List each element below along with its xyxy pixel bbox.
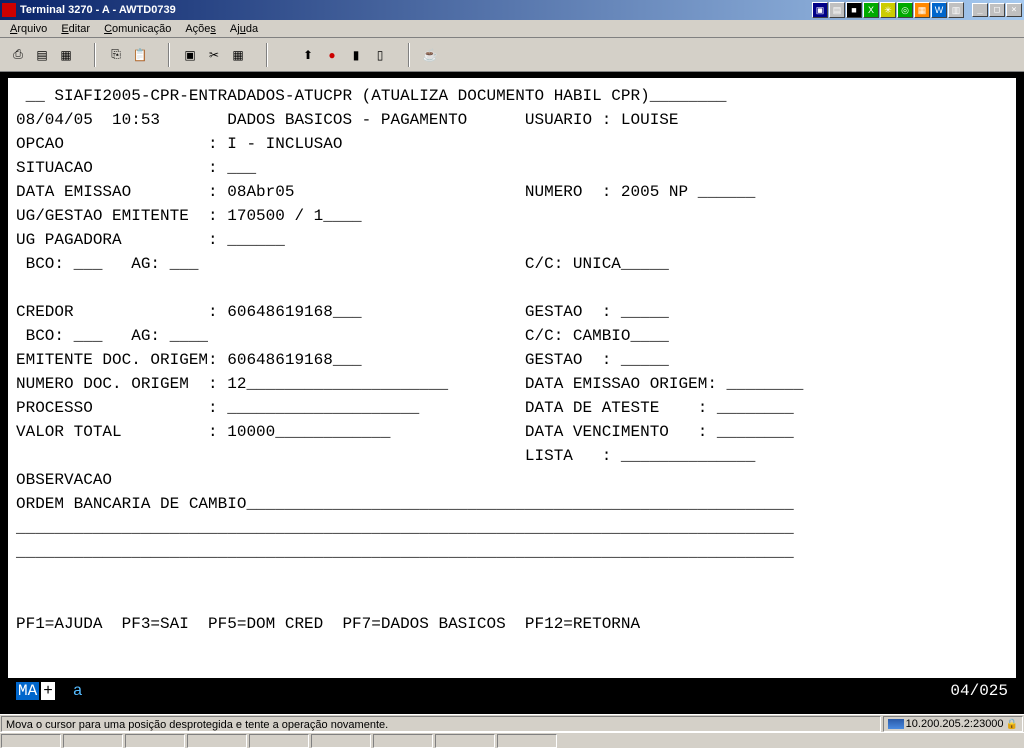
cursor-position: 04/025 [950, 682, 1008, 700]
window-title: Terminal 3270 - A - AWTD0739 [20, 4, 812, 16]
close-button[interactable]: × [1006, 3, 1022, 17]
task-button[interactable] [373, 734, 433, 748]
menu-editar[interactable]: Editar [55, 22, 96, 36]
oia-a: a [73, 682, 83, 700]
connection-status: 10.200.205.2:23000 🔒 [883, 716, 1023, 732]
status-message: Mova o cursor para uma posição desproteg… [1, 716, 881, 732]
task-button[interactable] [187, 734, 247, 748]
task-button[interactable] [311, 734, 371, 748]
tray-icon[interactable]: ▤ [829, 2, 845, 18]
terminal-frame: __ SIAFI2005-CPR-ENTRADADOS-ATUCPR (ATUA… [0, 72, 1024, 714]
tray-icon[interactable]: ▥ [948, 2, 964, 18]
menu-comunicacao[interactable]: Comunicação [98, 22, 177, 36]
toolbar: ⎙ ▤ ▦ ⎘ 📋 ▣ ✂ ▦ ⬆ ● ▮ ▯ ☕ [0, 38, 1024, 72]
tray-icon[interactable]: ◎ [897, 2, 913, 18]
window-controls: _ □ × [972, 3, 1022, 17]
task-button[interactable] [63, 734, 123, 748]
task-button[interactable] [249, 734, 309, 748]
tool-btn[interactable]: ▯ [368, 43, 392, 67]
system-tray: ▣ ▤ ■ X ✳ ◎ ▦ W ▥ [812, 2, 964, 18]
menu-arquivo[interactable]: Arquivo [4, 22, 53, 36]
oia-plus: + [41, 682, 55, 700]
titlebar: Terminal 3270 - A - AWTD0739 ▣ ▤ ■ X ✳ ◎… [0, 0, 1024, 20]
menu-acoes[interactable]: Ações [179, 22, 222, 36]
tray-icon[interactable]: W [931, 2, 947, 18]
minimize-button[interactable]: _ [972, 3, 988, 17]
tool-btn[interactable]: ⎙ [6, 43, 30, 67]
operator-info-area: MA+ a 04/025 [8, 678, 1016, 700]
tool-btn[interactable]: ✂ [202, 43, 226, 67]
paste-button[interactable]: 📋 [128, 43, 152, 67]
tool-btn[interactable]: ▣ [178, 43, 202, 67]
task-button[interactable] [1, 734, 61, 748]
oia-indicator: MA [16, 682, 39, 700]
lock-icon: 🔒 [1006, 719, 1018, 730]
copy-button[interactable]: ⎘ [104, 43, 128, 67]
app-icon [2, 3, 16, 17]
tool-btn[interactable]: ⬆ [296, 43, 320, 67]
tray-icon[interactable]: ■ [846, 2, 862, 18]
tool-btn[interactable]: ▦ [54, 43, 78, 67]
tray-icon[interactable]: ▣ [812, 2, 828, 18]
taskbar [0, 732, 1024, 748]
tool-btn[interactable]: ▮ [344, 43, 368, 67]
task-button[interactable] [125, 734, 185, 748]
tray-icon[interactable]: X [863, 2, 879, 18]
task-button[interactable] [435, 734, 495, 748]
tool-btn[interactable]: ▦ [226, 43, 250, 67]
tool-btn[interactable]: ☕ [418, 43, 442, 67]
terminal-content: __ SIAFI2005-CPR-ENTRADADOS-ATUCPR (ATUA… [16, 84, 1008, 636]
menu-ajuda[interactable]: Ajuda [224, 22, 264, 36]
connection-text: 10.200.205.2:23000 [906, 718, 1004, 730]
terminal-screen[interactable]: __ SIAFI2005-CPR-ENTRADADOS-ATUCPR (ATUA… [8, 78, 1016, 678]
tool-btn[interactable]: ● [320, 43, 344, 67]
task-button[interactable] [497, 734, 557, 748]
tool-btn[interactable]: ▤ [30, 43, 54, 67]
menubar: Arquivo Editar Comunicação Ações Ajuda [0, 20, 1024, 38]
network-icon [888, 719, 904, 729]
tray-icon[interactable]: ✳ [880, 2, 896, 18]
statusbar: Mova o cursor para uma posição desproteg… [0, 714, 1024, 748]
maximize-button[interactable]: □ [989, 3, 1005, 17]
tray-icon[interactable]: ▦ [914, 2, 930, 18]
